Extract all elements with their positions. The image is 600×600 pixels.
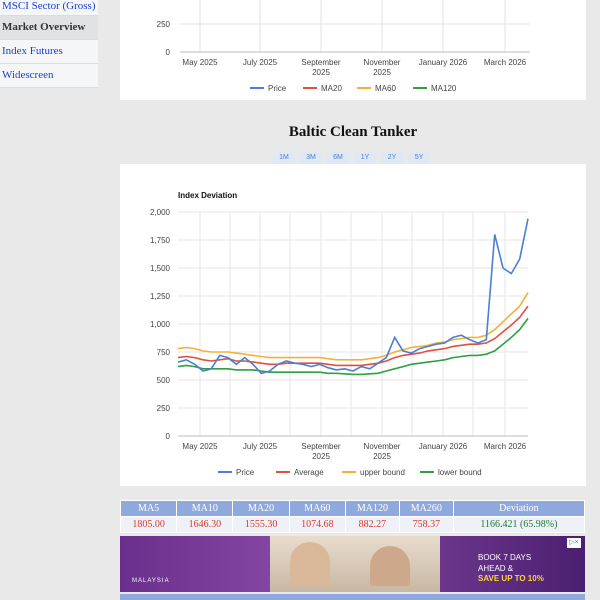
value-ma60: 1074.68 (288, 516, 346, 533)
page-title: Baltic Clean Tanker (288, 124, 418, 140)
x-tick-label: January 2026 (419, 442, 468, 451)
sidebar-item-msci-sector[interactable]: MSCI Sector (Gross) (0, 0, 98, 16)
chart-title: Index Deviation (178, 191, 237, 200)
legend-label: lower bound (438, 468, 482, 477)
y-tick-label: 500 (157, 376, 171, 385)
x-tick-label: January 2026 (419, 58, 468, 67)
x-tick-label: May 2025 (182, 442, 218, 451)
value-ma20: 1555.30 (232, 516, 290, 533)
x-tick-label: March 2026 (484, 442, 527, 451)
series-line-upper-bound (177, 292, 529, 361)
ad-brand: MALAYSIA (132, 578, 170, 584)
ad-offer: SAVE UP TO 10% (478, 574, 544, 583)
header-ma60: MA60 (288, 500, 346, 517)
legend-label: Price (236, 468, 255, 477)
header-ma10: MA10 (176, 500, 234, 517)
ad-headline: AHEAD & (478, 564, 514, 573)
ad-headline: BOOK 7 DAYS (478, 553, 532, 562)
x-tick-label: May 2025 (182, 58, 218, 67)
y-tick-label: 1,250 (150, 292, 171, 301)
series-line-lower-bound (177, 317, 529, 376)
y-tick-label: 1,750 (150, 236, 171, 245)
x-tick-label: November (364, 58, 401, 67)
x-tick-label: November (364, 442, 401, 451)
ad-close-icon[interactable]: ▷× (567, 538, 581, 548)
sidebar-item-index-futures[interactable]: Index Futures (0, 40, 98, 64)
y-tick-label: 750 (157, 348, 171, 357)
y-tick-label: 250 (157, 20, 171, 29)
value-ma120: 882.27 (344, 516, 400, 533)
ad-person-image (290, 542, 330, 586)
range-button-1y[interactable]: 1Y (354, 152, 376, 164)
x-tick-label: July 2025 (243, 58, 278, 67)
y-tick-label: 2,000 (150, 208, 171, 217)
index-deviation-chart: Index Deviation 0 250 500 750 1,000 1,250 1,500… (150, 191, 529, 477)
header-ma20: MA20 (232, 500, 290, 517)
x-tick-label: 2025 (373, 452, 391, 461)
ad-person-image (370, 546, 410, 586)
x-tick-label: March 2026 (484, 58, 527, 67)
x-tick-label: 2025 (373, 68, 391, 77)
series-line-average (177, 305, 529, 367)
x-tick-label: September (301, 442, 340, 451)
y-tick-label: 250 (157, 404, 171, 413)
legend-label: MA120 (431, 84, 457, 93)
y-tick-label: 0 (166, 432, 171, 441)
value-ma5: 1805.00 (119, 516, 178, 533)
header-ma260: MA260 (398, 500, 454, 517)
range-button-5y[interactable]: 5Y (408, 152, 430, 164)
index-deviation-chart-panel: Index Deviation 0 250 500 750 1,000 1,250 1,500… (120, 164, 586, 486)
header-ma5: MA5 (119, 500, 178, 517)
x-tick-label: 2025 (312, 68, 330, 77)
value-deviation: 1166.421 (65.98%) (452, 516, 586, 533)
legend-label: MA60 (375, 84, 396, 93)
range-button-2y[interactable]: 2Y (381, 152, 403, 164)
range-button-1m[interactable]: 1M (273, 152, 295, 164)
series-line-price (177, 218, 529, 375)
header-deviation: Deviation (452, 500, 586, 517)
value-ma260: 758.37 (398, 516, 454, 533)
moving-average-table: MA5 MA10 MA20 MA60 MA120 MA260 Deviation… (119, 500, 586, 533)
y-tick-label: 0 (166, 48, 171, 57)
table-header-row: MA5 MA10 MA20 MA60 MA120 MA260 Deviation (119, 500, 586, 517)
range-button-6m[interactable]: 6M (327, 152, 349, 164)
ad-banner[interactable]: MALAYSIA BOOK 7 DAYS AHEAD & SAVE UP TO … (120, 536, 585, 592)
y-tick-label: 1,500 (150, 264, 171, 273)
sidebar-item-widescreen[interactable]: Widescreen (0, 64, 98, 88)
legend-label: Price (268, 84, 287, 93)
x-tick-label: July 2025 (243, 442, 278, 451)
legend-label: upper bound (360, 468, 405, 477)
legend-label: Average (294, 468, 324, 477)
sidebar-item-market-overview[interactable]: Market Overview (0, 16, 98, 40)
previous-chart-panel: 250 0 May 2025 July 2025 September 2025 Novemb… (120, 0, 586, 100)
table-row: 1805.00 1646.30 1555.30 1074.68 882.27 7… (119, 516, 586, 533)
value-ma10: 1646.30 (176, 516, 234, 533)
y-tick-label: 1,000 (150, 320, 171, 329)
header-ma120: MA120 (344, 500, 400, 517)
range-selector: 1M 3M 6M 1Y 2Y 5Y (273, 152, 430, 164)
x-tick-label: 2025 (312, 452, 330, 461)
next-table-header (120, 594, 585, 600)
legend-label: MA20 (321, 84, 342, 93)
x-tick-label: September (301, 58, 340, 67)
range-button-3m[interactable]: 3M (300, 152, 322, 164)
sidebar: MSCI Sector (Gross) Market Overview Inde… (0, 0, 98, 88)
